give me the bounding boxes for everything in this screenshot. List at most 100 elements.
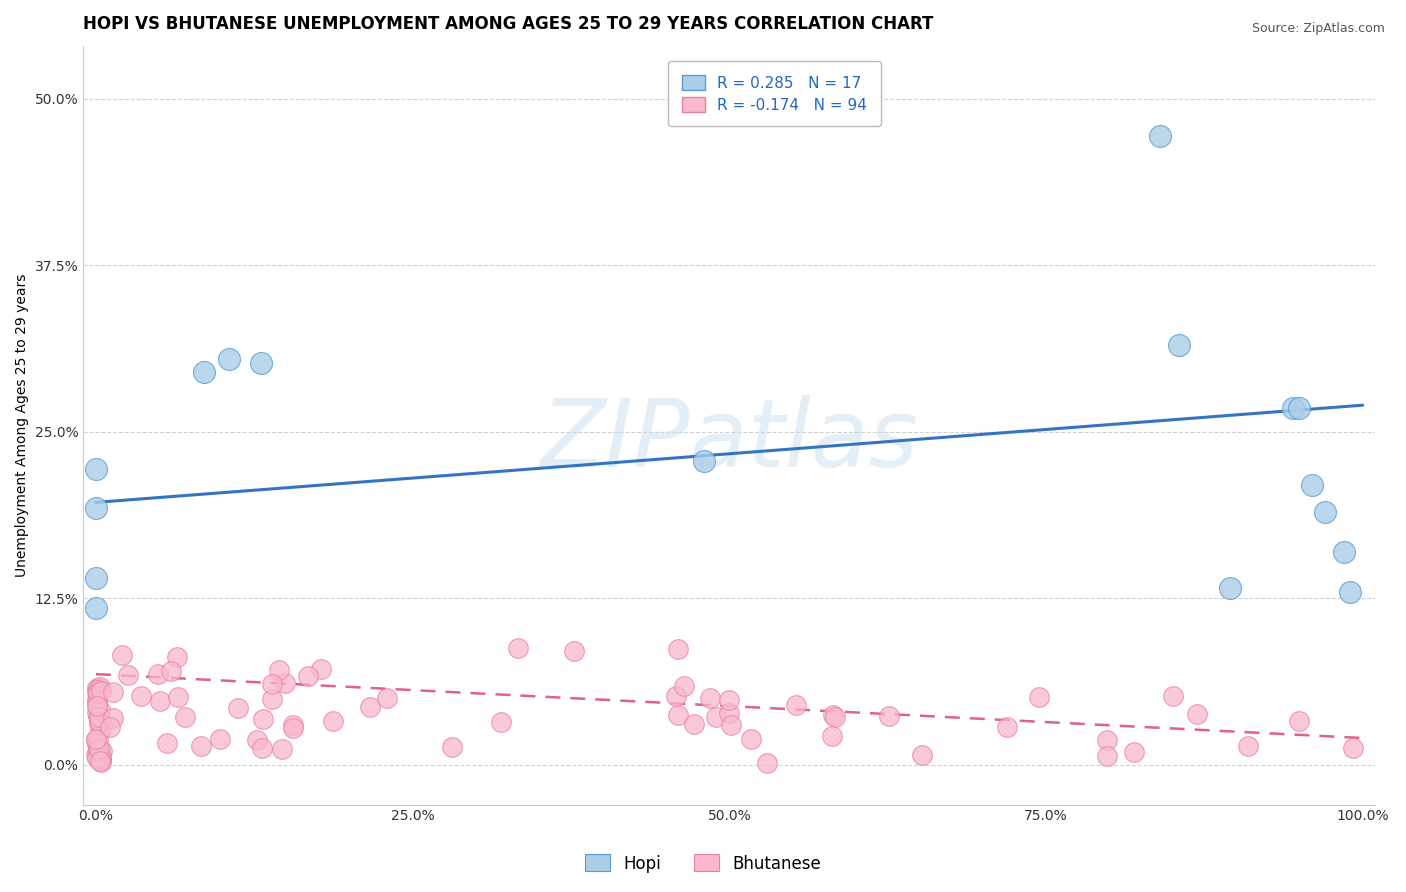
Text: HOPI VS BHUTANESE UNEMPLOYMENT AMONG AGES 25 TO 29 YEARS CORRELATION CHART: HOPI VS BHUTANESE UNEMPLOYMENT AMONG AGE… xyxy=(83,15,934,33)
Point xyxy=(699,690,721,705)
Point xyxy=(87,714,110,728)
Point xyxy=(704,710,727,724)
Point xyxy=(375,691,398,706)
Point xyxy=(1333,544,1355,558)
Point xyxy=(90,684,112,698)
Point xyxy=(166,690,188,705)
Point xyxy=(87,710,110,724)
Point xyxy=(1028,690,1050,704)
Point xyxy=(86,685,108,699)
Point xyxy=(89,703,111,717)
Point xyxy=(101,684,124,698)
Point xyxy=(89,723,111,737)
Point xyxy=(160,664,183,678)
Point xyxy=(824,710,846,724)
Point xyxy=(90,752,112,766)
Point xyxy=(84,500,107,515)
Point xyxy=(1288,714,1310,729)
Point xyxy=(665,689,688,703)
Point xyxy=(1301,478,1323,492)
Point xyxy=(673,680,696,694)
Point xyxy=(1168,338,1191,352)
Point xyxy=(89,742,111,756)
Point xyxy=(309,662,332,676)
Point xyxy=(87,743,110,757)
Point xyxy=(89,754,111,768)
Point xyxy=(666,641,689,656)
Point xyxy=(322,714,344,728)
Point xyxy=(1313,505,1336,519)
Point xyxy=(995,720,1018,734)
Point xyxy=(101,711,124,725)
Point xyxy=(359,699,381,714)
Point xyxy=(260,676,283,690)
Point xyxy=(86,698,108,713)
Point xyxy=(86,681,108,695)
Point xyxy=(86,705,108,719)
Point xyxy=(260,691,283,706)
Point xyxy=(173,709,195,723)
Point xyxy=(218,351,240,366)
Point xyxy=(90,755,112,769)
Text: Source: ZipAtlas.com: Source: ZipAtlas.com xyxy=(1251,22,1385,36)
Point xyxy=(283,721,305,735)
Point xyxy=(668,708,690,723)
Point xyxy=(1097,749,1119,764)
Y-axis label: Unemployment Among Ages 25 to 29 years: Unemployment Among Ages 25 to 29 years xyxy=(15,274,30,577)
Point xyxy=(1095,732,1118,747)
Point xyxy=(740,731,762,746)
Point xyxy=(1282,401,1305,415)
Point xyxy=(755,756,778,771)
Point xyxy=(87,686,110,700)
Point xyxy=(86,750,108,764)
Point xyxy=(693,454,716,468)
Point xyxy=(149,694,172,708)
Point xyxy=(87,732,110,747)
Point xyxy=(1341,741,1364,756)
Point xyxy=(86,693,108,707)
Point xyxy=(89,716,111,731)
Point xyxy=(274,676,297,690)
Point xyxy=(90,750,112,764)
Point xyxy=(250,741,273,756)
Point xyxy=(879,709,901,723)
Point xyxy=(226,700,249,714)
Point xyxy=(564,644,586,658)
Point xyxy=(252,712,274,726)
Text: ZIPatlas: ZIPatlas xyxy=(540,395,918,486)
Point xyxy=(84,747,107,762)
Point xyxy=(208,731,231,746)
Point xyxy=(1149,129,1171,144)
Point xyxy=(1185,707,1208,722)
Point xyxy=(166,649,188,664)
Point xyxy=(249,355,271,369)
Point xyxy=(111,648,134,662)
Point xyxy=(100,720,122,734)
Point xyxy=(1219,581,1241,595)
Point xyxy=(84,600,107,615)
Point xyxy=(190,739,212,753)
Point xyxy=(87,682,110,697)
Point xyxy=(146,666,169,681)
Point xyxy=(246,732,269,747)
Point xyxy=(91,744,114,758)
Point xyxy=(820,730,842,744)
Point xyxy=(297,669,319,683)
Point xyxy=(440,740,463,755)
Point xyxy=(84,571,107,585)
Point xyxy=(720,717,742,731)
Point xyxy=(89,681,111,696)
Point xyxy=(1237,739,1260,753)
Point xyxy=(1163,689,1185,703)
Point xyxy=(717,693,740,707)
Point xyxy=(270,741,292,756)
Legend: Hopi, Bhutanese: Hopi, Bhutanese xyxy=(578,847,828,880)
Point xyxy=(267,663,290,677)
Point xyxy=(491,714,513,729)
Point xyxy=(281,718,304,732)
Point xyxy=(86,733,108,747)
Point xyxy=(821,708,844,723)
Point xyxy=(129,689,152,703)
Point xyxy=(1123,745,1146,759)
Point xyxy=(1288,401,1310,415)
